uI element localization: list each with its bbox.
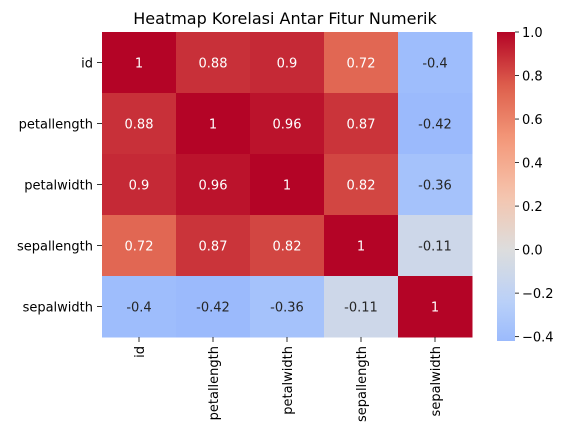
heatmap-cell [250,276,325,338]
heatmap-cell [324,215,399,277]
colorbar-tick-label: −0.4 [522,331,554,346]
cell-value-label: 0.72 [347,57,376,72]
cell-value-label: -0.36 [270,301,304,316]
x-tick-label: sepalwidth [429,346,444,416]
heatmap-cell [250,93,325,155]
colorbar-tick-label: 0.6 [522,113,543,128]
cell-value-label: 0.9 [129,179,150,194]
chart-title: Heatmap Korelasi Antar Fitur Numerik [133,9,437,28]
cell-value-label: 0.87 [199,240,228,255]
heatmap-cell [398,215,473,277]
heatmap-cell [398,154,473,216]
y-tick-label: petalwidth [24,179,93,194]
heatmap-cell [102,93,177,155]
cell-value-label: -0.4 [126,301,151,316]
colorbar-tick-label: −0.2 [522,287,554,302]
heatmap-cell [324,32,399,94]
colorbar-tick-label: 0.2 [522,200,543,215]
cell-value-label: 1 [209,118,217,133]
heatmap-cell [250,215,325,277]
cell-value-label: -0.36 [418,179,452,194]
x-axis-tick-labels: id petallength petalwidth sepallength sepalw… [133,337,444,422]
cell-value-label: 1 [283,179,291,194]
colorbar-tick-label: 0.4 [522,157,543,172]
cell-value-label: 0.82 [273,240,302,255]
cell-value-label: 1 [135,57,143,72]
heatmap-cell [176,32,251,94]
cell-value-label: 0.87 [347,118,376,133]
heatmap-cell [102,32,177,94]
heatmap-cell [398,93,473,155]
cell-value-label: -0.11 [344,301,378,316]
x-tick-label: petalwidth [281,346,296,415]
y-tick-label: petallength [19,118,93,133]
cell-value-label: 1 [431,301,439,316]
heatmap-cell [102,276,177,338]
cell-value-label: -0.42 [418,118,452,133]
heatmap-cell [176,154,251,216]
x-tick-label: petallength [207,346,222,420]
heatmap-cell [398,32,473,94]
heatmap-cell [324,154,399,216]
y-tick-label: sepalwidth [23,301,93,316]
cell-value-label: 0.9 [277,57,298,72]
colorbar-tick-label: 0.8 [522,70,543,85]
y-tick-label: sepallength [17,240,93,255]
heatmap-cell [324,276,399,338]
cell-value-label: 0.88 [199,57,228,72]
colorbar-tick-label: 0.0 [522,244,543,259]
heatmap-cells: 1 0.88 0.9 0.72 -0.4 0.88 1 0.96 0.87 -0.42 0.9 0.9… [102,32,473,338]
heatmap-cell [102,215,177,277]
y-tick-label: id [81,57,93,72]
cell-value-label: 0.72 [125,240,154,255]
heatmap-cell [176,215,251,277]
heatmap-cell [176,93,251,155]
cell-value-label: 1 [357,240,365,255]
heatmap-cell [176,276,251,338]
cell-value-label: 0.82 [347,179,376,194]
heatmap-cell [102,154,177,216]
y-axis-tick-labels: id petallength petalwidth sepallength sepalw… [17,57,102,316]
colorbar-tick-label: 1.0 [522,26,543,41]
cell-value-label: -0.42 [196,301,230,316]
x-tick-label: sepallength [355,346,370,422]
x-tick-label: id [133,346,148,358]
heatmap-cell [250,32,325,94]
cell-value-label: -0.11 [418,240,452,255]
heatmap-cell [398,276,473,338]
cell-value-label: 0.96 [273,118,302,133]
cell-value-label: 0.96 [199,179,228,194]
cell-value-label: -0.4 [422,57,447,72]
heatmap-cell [250,154,325,216]
heatmap-cell [324,93,399,155]
colorbar: −0.4 −0.2 0.0 0.2 0.4 0.6 0.8 1.0 [497,26,554,346]
cell-value-label: 0.88 [125,118,154,133]
colorbar-gradient [497,32,515,341]
